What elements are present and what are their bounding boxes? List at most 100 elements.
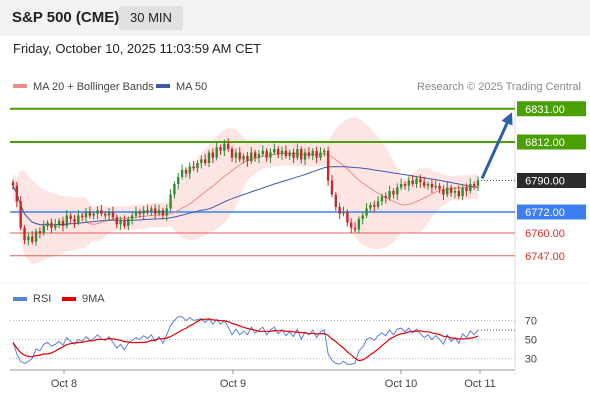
candle-body	[373, 205, 376, 207]
candle-body	[476, 180, 480, 186]
level-tag-6812.00	[517, 134, 586, 150]
candle-body	[46, 222, 49, 226]
ma20-legend-label: MA 20 + Bollinger Bands	[33, 81, 154, 93]
candle-body	[215, 147, 218, 158]
candle-body	[426, 184, 430, 186]
candle-body	[192, 166, 195, 169]
candle-body	[311, 150, 314, 156]
level-label-6812.00: 6812.00	[525, 137, 565, 149]
candle-body	[146, 210, 149, 212]
candle-body	[300, 149, 303, 160]
candle-body	[50, 222, 53, 228]
candle-body	[257, 154, 261, 158]
candle-body	[384, 196, 387, 198]
candle-body	[61, 220, 65, 226]
candle-body	[349, 222, 353, 228]
candle-body	[238, 152, 241, 160]
candle-body	[188, 166, 191, 174]
candle-body	[446, 187, 449, 195]
candle-body	[342, 212, 345, 214]
rsi-line	[12, 316, 479, 365]
candle-body	[219, 147, 222, 151]
candle-body	[15, 185, 19, 202]
candle-body	[100, 210, 103, 214]
candle-body	[288, 152, 291, 156]
ma50-legend-swatch	[156, 84, 170, 88]
level-label-6760.00: 6760.00	[525, 228, 565, 240]
candle-body	[407, 180, 411, 186]
candle-body	[399, 184, 403, 188]
timeframe-button[interactable]: 30 MIN	[119, 6, 183, 30]
candle-body	[34, 231, 38, 242]
candle-body	[150, 208, 153, 212]
x-tick-label-Oct-11: Oct 11	[464, 378, 496, 390]
candle-body	[357, 219, 361, 230]
candle-body	[127, 219, 130, 226]
level-tag-6772.00	[517, 204, 586, 220]
candle-body	[19, 201, 22, 228]
candle-body	[161, 210, 165, 216]
candle-body	[69, 215, 72, 219]
candle-body	[296, 149, 299, 158]
candle-body	[203, 159, 207, 163]
candle-body	[457, 191, 460, 197]
candle-body	[276, 149, 280, 155]
x-tick-label-Oct-8: Oct 8	[51, 378, 77, 390]
candle-body	[307, 152, 311, 156]
candle-body	[469, 184, 472, 191]
candle-body	[77, 215, 80, 223]
candle-body	[173, 184, 176, 195]
candle-body	[430, 184, 434, 188]
candle-body	[223, 143, 226, 151]
candle-body	[361, 215, 364, 219]
candle-body	[104, 213, 107, 216]
rsi-legend-swatch	[13, 297, 27, 301]
candle-body	[42, 226, 45, 233]
instrument-title: S&P 500 (CME)	[12, 9, 120, 26]
bollinger-band	[13, 117, 478, 265]
rsi-tick-50: 50	[525, 335, 537, 347]
ma20-line	[12, 152, 479, 226]
candle-body	[261, 150, 264, 155]
candle-body	[246, 156, 249, 162]
candle-body	[315, 150, 318, 158]
candle-body	[230, 149, 234, 158]
candle-body	[242, 156, 245, 160]
candle-body	[461, 187, 464, 197]
candle-body	[207, 152, 211, 163]
candle-body	[115, 217, 118, 225]
candle-body	[88, 212, 92, 216]
candle-body	[138, 212, 142, 214]
candle-body	[369, 205, 372, 209]
candle-body	[169, 194, 172, 209]
header-bar: S&P 500 (CME) 30 MIN	[0, 0, 590, 36]
ma20-legend-swatch	[13, 84, 27, 88]
candle-body	[338, 206, 341, 214]
candle-body	[442, 189, 445, 195]
level-label-6831.00: 6831.00	[525, 104, 565, 116]
current-price-tag	[517, 173, 586, 188]
rsi-tick-70: 70	[525, 316, 537, 328]
candle-body	[396, 187, 399, 195]
candle-body	[211, 152, 215, 158]
candle-body	[472, 184, 476, 186]
candle-body	[284, 150, 288, 156]
level-label-6772.00: 6772.00	[525, 207, 565, 219]
candle-body	[23, 227, 26, 240]
candle-body	[65, 215, 68, 226]
ma9-legend-swatch	[62, 297, 76, 301]
candle-body	[453, 191, 457, 193]
candle-body	[346, 212, 349, 223]
candle-body	[403, 184, 407, 186]
candle-body	[326, 150, 330, 181]
candle-body	[280, 150, 284, 155]
candle-body	[380, 196, 384, 202]
rsi-ma9-line	[12, 318, 479, 362]
candle-body	[323, 150, 326, 153]
candle-body	[334, 194, 338, 207]
candle-body	[250, 152, 253, 162]
credit-text: Research © 2025 Trading Central	[417, 81, 581, 93]
candle-body	[392, 191, 395, 195]
forecast-arrow-head	[501, 112, 513, 126]
